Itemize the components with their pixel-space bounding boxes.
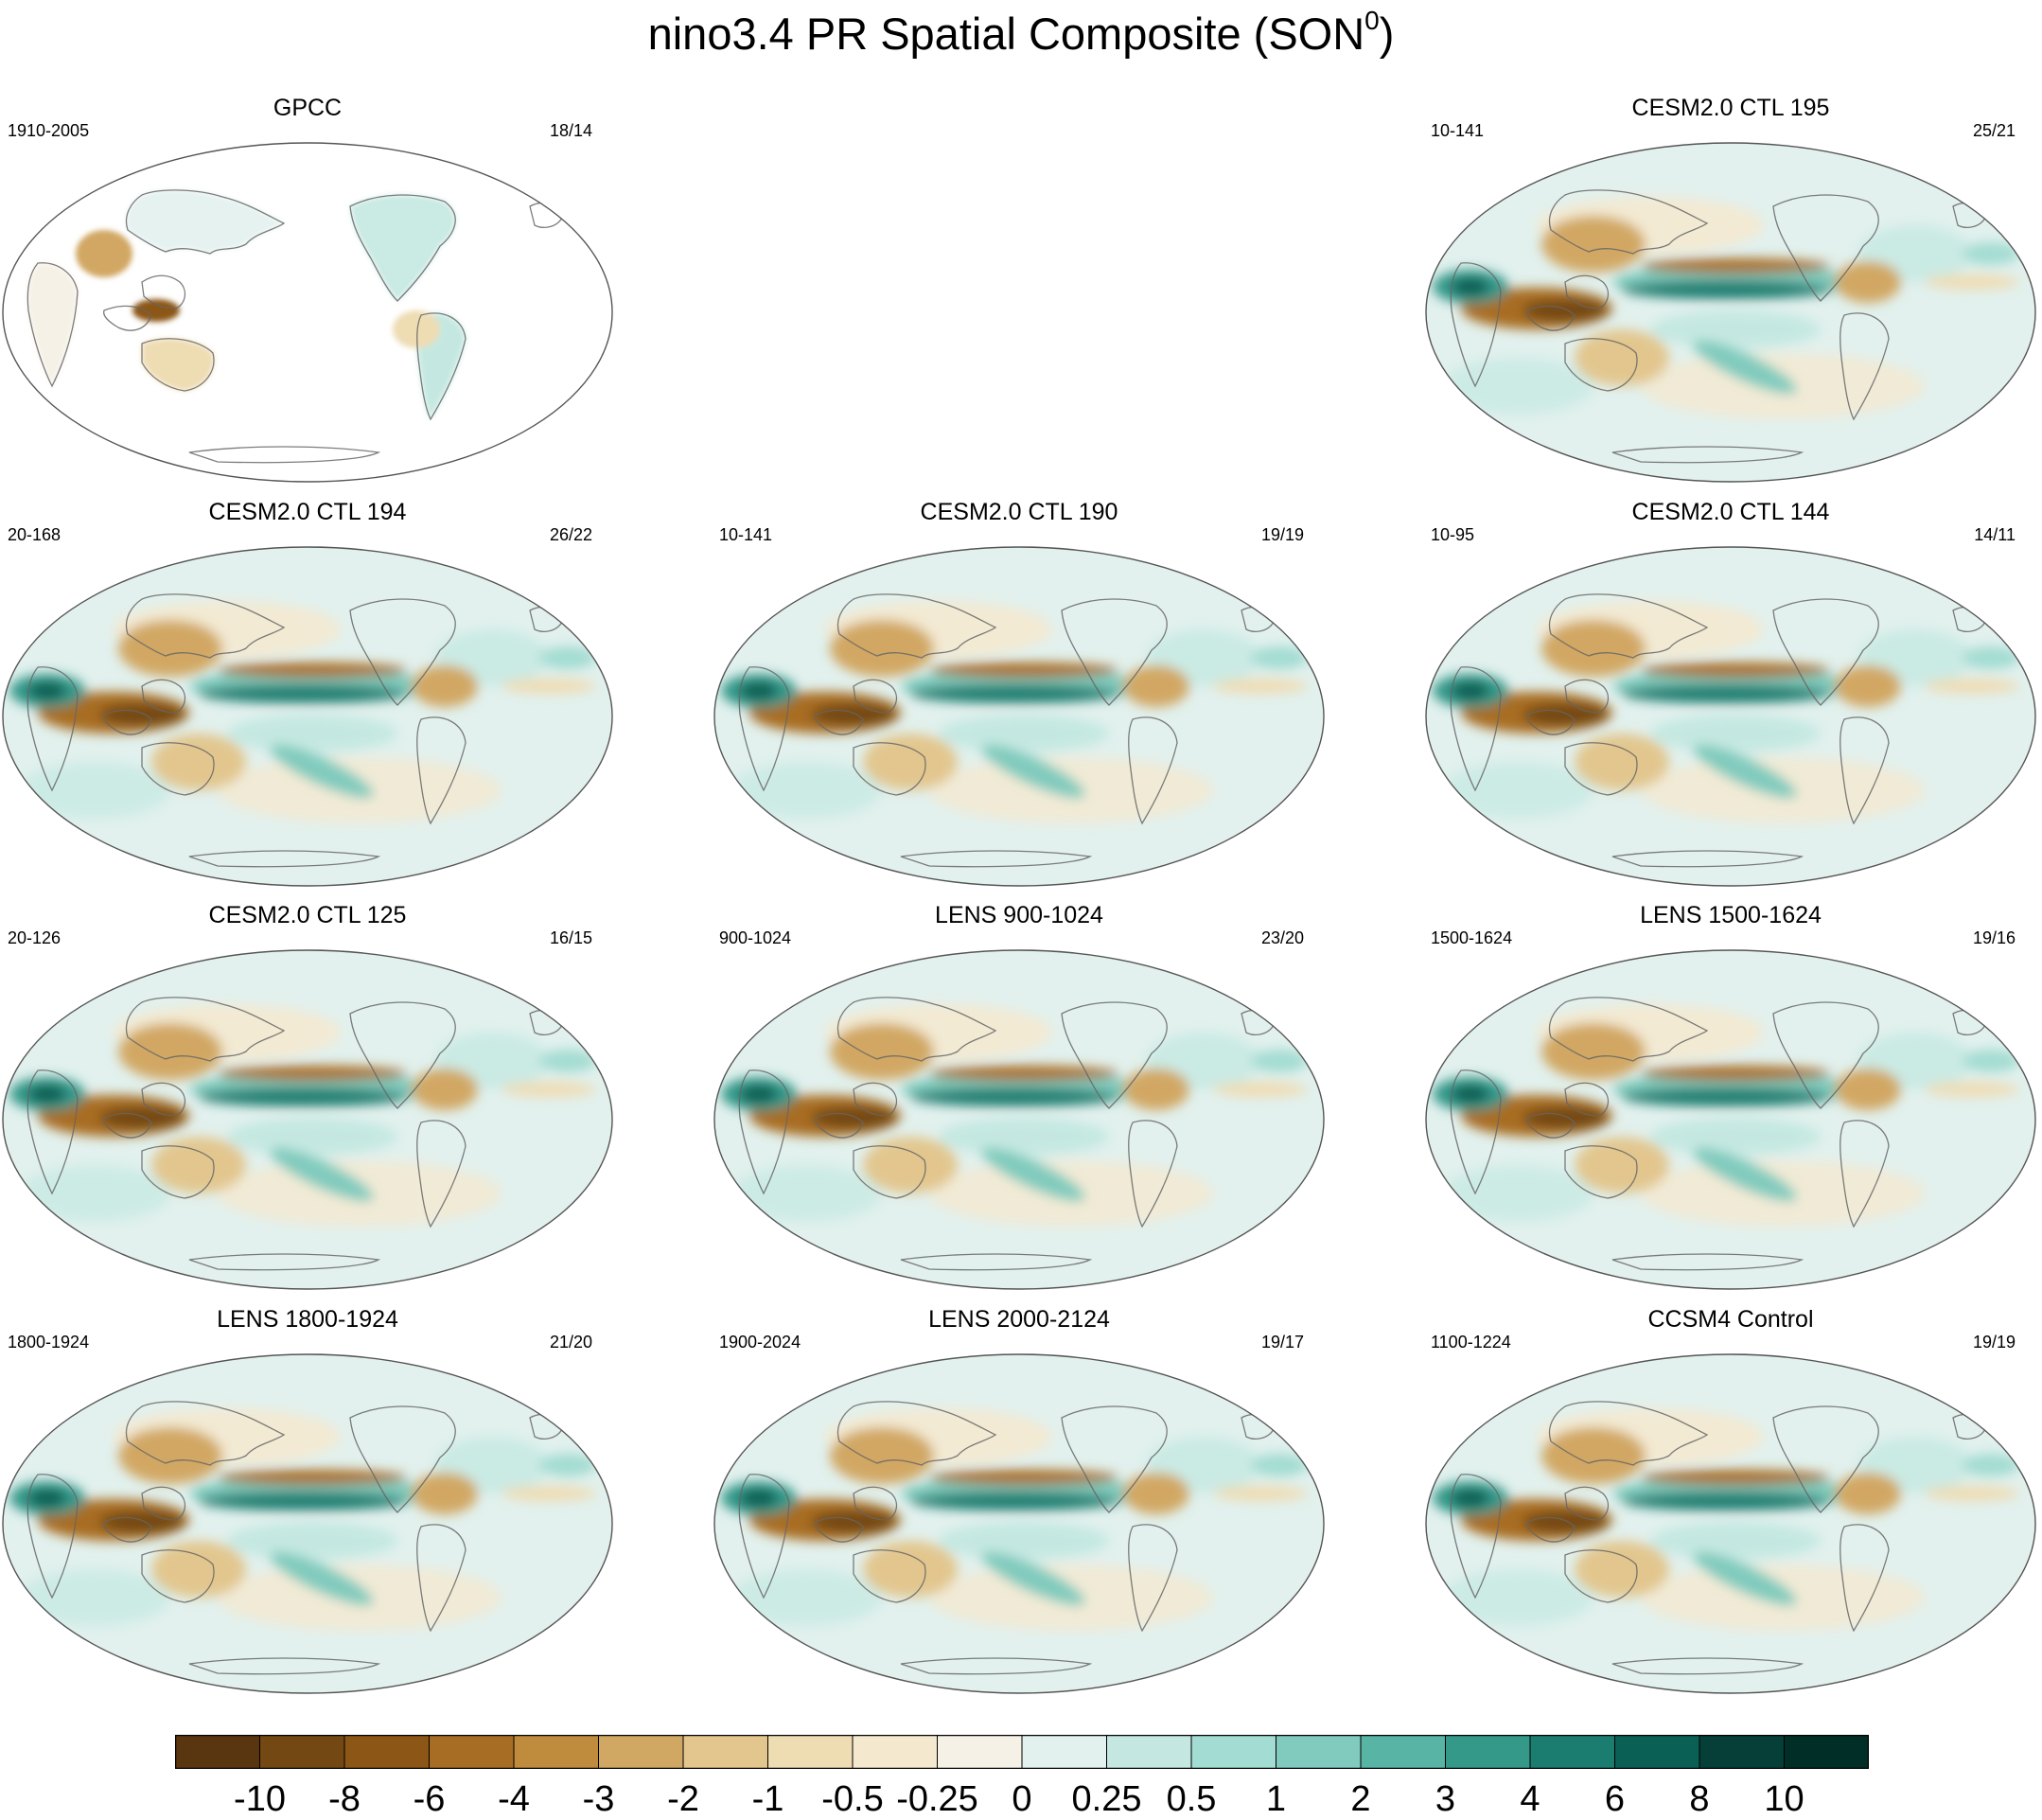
map-panel: GPCC 1910-2005 18/14 [0,95,615,492]
colorbar-swatch [598,1735,684,1769]
colorbar-tick-label: -3 [582,1779,615,1819]
colorbar-tick-label: -6 [413,1779,446,1819]
colorbar-tick-label: 2 [1350,1779,1371,1819]
map-panel: LENS 2000-2124 1900-2024 19/17 [712,1306,1327,1704]
robinson-map [2,142,613,483]
robinson-map [713,546,1325,887]
panel-event-count: 19/19 [1260,525,1304,544]
colorbar-tick-label: 0.5 [1166,1779,1217,1819]
panel-event-count: 19/17 [1260,1333,1304,1352]
panel-title: LENS 2000-2124 [928,1306,1110,1333]
colorbar-swatch [1276,1735,1362,1769]
panel-event-count: 21/20 [549,1333,592,1352]
panel-years-label: 10-141 [1431,121,1485,140]
robinson-map [2,546,613,887]
panel-event-count: 26/22 [549,525,592,544]
panel-years-label: 1500-1624 [1431,928,1513,947]
map-panel: LENS 1800-1924 1800-1924 21/20 [0,1306,615,1704]
panel-event-count: 25/21 [1972,121,2016,140]
colorbar-tick-label: -0.25 [896,1779,978,1819]
panel-event-count: 16/15 [549,928,592,947]
figure-title-superscript: 0 [1364,6,1380,35]
colorbar-swatch [1445,1735,1531,1769]
panel-title: LENS 1500-1624 [1640,902,1822,928]
figure-title-text: nino3.4 PR Spatial Composite (SON [647,9,1365,59]
colorbar-swatch [1529,1735,1615,1769]
robinson-map [1425,949,2036,1290]
map-panel: LENS 900-1024 900-1024 23/20 [712,902,1327,1299]
colorbar-swatch [1190,1735,1276,1769]
robinson-map [713,1353,1325,1694]
colorbar-tick-label: 6 [1604,1779,1626,1819]
colorbar-tick-label: 10 [1764,1779,1804,1819]
panel-title: LENS 900-1024 [935,902,1103,928]
colorbar-tick-label: -10 [234,1779,286,1819]
panel-title: CESM2.0 CTL 190 [920,499,1118,525]
panel-title: CESM2.0 CTL 125 [208,902,407,928]
panel-title: CESM2.0 CTL 144 [1631,499,1830,525]
colorbar-tick-label: -8 [328,1779,361,1819]
colorbar-tick-label: 0.25 [1071,1779,1142,1819]
panel-years-label: 20-168 [8,525,62,544]
panel-years-label: 1100-1224 [1431,1333,1511,1352]
map-panel: CESM2.0 CTL 144 10-95 14/11 [1423,499,2038,896]
panel-years-label: 1900-2024 [719,1333,801,1352]
colorbar-tick-label: 1 [1265,1779,1287,1819]
panel-title: CESM2.0 CTL 194 [208,499,407,525]
map-panel: CCSM4 Control 1100-1224 19/19 [1423,1306,2038,1704]
panel-years-label: 900-1024 [719,928,792,947]
panel-event-count: 19/16 [1972,928,2016,947]
map-panel: CESM2.0 CTL 125 20-126 16/15 [0,902,615,1299]
colorbar-swatch [937,1735,1023,1769]
colorbar-swatch [1360,1735,1446,1769]
colorbar-swatch [259,1735,345,1769]
panel-title: CESM2.0 CTL 195 [1631,95,1830,121]
colorbar-tick-label: 0 [1012,1779,1032,1819]
robinson-map [2,1353,613,1694]
panel-years-label: 20-126 [8,928,62,947]
map-panel: CESM2.0 CTL 195 10-141 25/21 [1423,95,2038,492]
colorbar-swatch [1784,1735,1869,1769]
colorbar-swatch [429,1735,515,1769]
colorbar-swatch [1699,1735,1785,1769]
robinson-map [1425,142,2036,483]
colorbar-swatch [1106,1735,1192,1769]
colorbar [175,1735,1869,1769]
panel-years-label: 1800-1924 [8,1333,90,1352]
panel-title: GPCC [273,95,343,121]
map-panel: LENS 1500-1624 1500-1624 19/16 [1423,902,2038,1299]
colorbar-tick-label: 8 [1689,1779,1710,1819]
colorbar-tick-label: -1 [751,1779,784,1819]
panel-event-count: 18/14 [549,121,592,140]
colorbar-tick-label: -4 [498,1779,530,1819]
map-panel: CESM2.0 CTL 190 10-141 19/19 [712,499,1327,896]
colorbar-swatch [682,1735,768,1769]
figure-title-close: ) [1379,9,1395,59]
panel-title: CCSM4 Control [1647,1306,1814,1333]
robinson-map [1425,546,2036,887]
panel-years-label: 10-95 [1431,525,1475,544]
colorbar-tick-label: 4 [1520,1779,1540,1819]
colorbar-tick-label: -0.5 [821,1779,884,1819]
panel-years-label: 10-141 [719,525,773,544]
map-panel: CESM2.0 CTL 194 20-168 26/22 [0,499,615,896]
robinson-map [2,949,613,1290]
panel-title: LENS 1800-1924 [217,1306,398,1333]
panel-event-count: 19/19 [1972,1333,2016,1352]
colorbar-swatch [767,1735,854,1769]
figure-title: nino3.4 PR Spatial Composite (SON0) [0,6,2042,60]
panel-event-count: 23/20 [1260,928,1304,947]
colorbar-swatch [513,1735,599,1769]
colorbar-tick-label: 3 [1435,1779,1456,1819]
colorbar-swatch [343,1735,430,1769]
colorbar-swatch [1614,1735,1700,1769]
colorbar-swatch [852,1735,938,1769]
robinson-map [713,949,1325,1290]
panel-years-label: 1910-2005 [8,121,90,140]
colorbar-swatch [1021,1735,1107,1769]
colorbar-tick-label: -2 [667,1779,699,1819]
panel-event-count: 14/11 [1974,525,2016,544]
robinson-map [1425,1353,2036,1694]
colorbar-swatch [175,1735,260,1769]
